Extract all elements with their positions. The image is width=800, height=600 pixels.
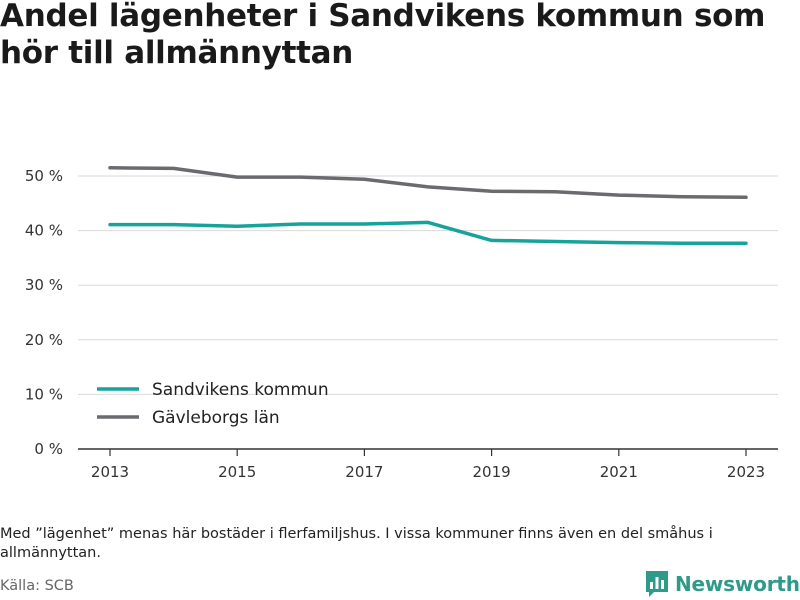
y-tick-label: 20 % <box>25 331 63 349</box>
brand-name: Newsworthy <box>675 572 800 596</box>
line-chart: 0 % 10 % 20 % 30 % 40 % 50 % 2013 2015 2017 2019… <box>25 166 778 481</box>
legend: Sandvikens kommun Gävleborgs län <box>97 380 329 428</box>
brand-logo[interactable]: Newsworthy <box>645 569 800 599</box>
y-tick-label: 30 % <box>25 276 63 294</box>
series-line <box>108 166 748 200</box>
x-tick-label: 2013 <box>91 463 129 481</box>
bar-chart-logo-icon <box>646 571 668 597</box>
series-line <box>108 220 748 245</box>
x-tick-label: 2023 <box>727 463 765 481</box>
y-tick-label: 10 % <box>25 385 63 403</box>
x-tick-label: 2017 <box>345 463 383 481</box>
y-tick-label: 0 % <box>34 440 63 458</box>
legend-label: Gävleborgs län <box>152 408 280 428</box>
footnote: Med ”lägenhet” menas här bostäder i fler… <box>0 526 713 561</box>
x-axis: 2013 2015 2017 2019 2021 2023 <box>78 448 778 481</box>
chart-title: Andel lägenheter i Sandvikens kommun som… <box>0 0 766 71</box>
gridlines <box>78 175 778 395</box>
legend-label: Sandvikens kommun <box>152 380 329 400</box>
x-tick-label: 2021 <box>600 463 638 481</box>
source-label: Källa: SCB <box>0 578 74 594</box>
x-tick-label: 2019 <box>473 463 511 481</box>
y-tick-label: 40 % <box>25 222 63 240</box>
y-axis-ticks: 0 % 10 % 20 % 30 % 40 % 50 % <box>25 167 63 458</box>
series-lines <box>108 166 748 245</box>
y-tick-label: 50 % <box>25 167 63 185</box>
x-tick-label: 2015 <box>218 463 256 481</box>
